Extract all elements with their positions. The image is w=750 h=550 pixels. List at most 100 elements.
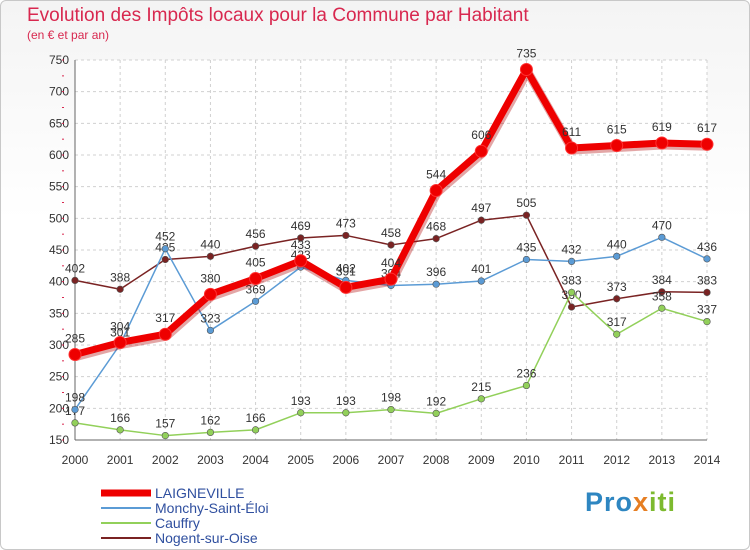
data-label: 468 bbox=[426, 220, 446, 234]
x-tick-label: 2009 bbox=[468, 453, 495, 467]
data-label: 301 bbox=[110, 325, 130, 339]
data-point bbox=[474, 144, 488, 158]
data-point bbox=[703, 288, 711, 297]
x-tick-label: 2002 bbox=[152, 453, 179, 467]
data-label: 505 bbox=[516, 196, 536, 210]
chart-title: Evolution des Impôts locaux pour la Comm… bbox=[27, 5, 529, 26]
y-tick-label: 400 bbox=[49, 275, 69, 289]
y-tick-label: 750 bbox=[49, 53, 69, 67]
y-tick-label: 450 bbox=[49, 243, 69, 257]
y-tick-label: 200 bbox=[49, 401, 69, 415]
data-point bbox=[342, 409, 350, 417]
legend-label: Cauffry bbox=[155, 515, 200, 531]
data-point bbox=[703, 255, 711, 263]
x-tick-label: 2014 bbox=[694, 453, 721, 467]
data-label: 193 bbox=[291, 394, 311, 408]
data-label: 383 bbox=[697, 273, 717, 287]
data-point bbox=[251, 426, 260, 434]
data-point bbox=[116, 285, 124, 293]
data-point bbox=[658, 233, 666, 241]
y-tick-label: 350 bbox=[49, 306, 69, 320]
data-point bbox=[158, 327, 172, 341]
data-label: 469 bbox=[291, 219, 311, 233]
data-label: 458 bbox=[381, 226, 401, 240]
data-point bbox=[522, 211, 531, 219]
data-point bbox=[384, 272, 398, 286]
data-point bbox=[116, 426, 124, 434]
data-label: 433 bbox=[291, 238, 311, 252]
logo-part-2: x bbox=[633, 487, 650, 517]
data-point bbox=[610, 139, 624, 152]
data-point bbox=[342, 231, 350, 240]
data-label: 470 bbox=[652, 218, 672, 232]
data-point bbox=[432, 235, 440, 243]
data-label: 215 bbox=[471, 380, 491, 394]
data-point bbox=[68, 348, 82, 361]
data-point bbox=[522, 255, 531, 264]
data-label: 452 bbox=[155, 230, 175, 244]
data-label: 619 bbox=[652, 120, 672, 134]
data-point bbox=[655, 136, 669, 150]
data-label: 456 bbox=[246, 227, 266, 241]
data-label: 405 bbox=[246, 256, 266, 270]
y-tick-label: 250 bbox=[49, 370, 69, 384]
data-label: 162 bbox=[200, 413, 220, 427]
y-tick-label: 150 bbox=[49, 433, 69, 447]
data-point bbox=[613, 330, 621, 338]
y-tick-label: 650 bbox=[49, 116, 69, 130]
data-label: 432 bbox=[562, 242, 582, 256]
data-label: 198 bbox=[65, 391, 85, 405]
data-label: 304 bbox=[110, 319, 130, 333]
data-label: 615 bbox=[607, 123, 627, 137]
data-label: 440 bbox=[200, 237, 220, 251]
legend-label: LAIGNEVILLE bbox=[155, 485, 245, 501]
data-point bbox=[113, 335, 127, 349]
data-label: 617 bbox=[697, 121, 717, 135]
legend-label: Nogent-sur-Oise bbox=[155, 530, 258, 546]
legend-label: Monchy-Saint-Éloi bbox=[155, 500, 269, 516]
data-label: 337 bbox=[697, 303, 717, 317]
data-label: 440 bbox=[607, 237, 627, 251]
data-point bbox=[251, 297, 260, 305]
x-tick-label: 2013 bbox=[649, 453, 676, 467]
data-point bbox=[297, 234, 305, 242]
data-point bbox=[658, 288, 666, 296]
y-tick-label: 550 bbox=[49, 180, 69, 194]
data-point bbox=[519, 63, 533, 76]
data-label: 384 bbox=[652, 273, 672, 287]
x-tick-label: 2001 bbox=[107, 453, 134, 467]
plot-area bbox=[75, 60, 707, 440]
y-tick-label: 300 bbox=[49, 338, 69, 352]
data-label: 735 bbox=[516, 47, 536, 61]
logo-part-3: iti bbox=[649, 487, 677, 517]
data-point bbox=[251, 242, 260, 250]
data-point bbox=[567, 303, 576, 311]
data-label: 606 bbox=[471, 128, 491, 142]
data-label: 404 bbox=[381, 256, 401, 270]
data-point bbox=[206, 428, 215, 437]
data-label: 373 bbox=[607, 280, 627, 294]
data-point bbox=[522, 381, 531, 390]
data-point bbox=[161, 431, 169, 440]
x-tick-label: 2007 bbox=[378, 453, 405, 467]
data-label: 358 bbox=[652, 289, 672, 303]
data-point bbox=[161, 245, 169, 253]
data-label: 323 bbox=[200, 311, 220, 325]
data-label: 473 bbox=[336, 216, 356, 230]
data-point bbox=[567, 288, 576, 297]
x-tick-label: 2005 bbox=[287, 453, 314, 467]
data-label: 396 bbox=[426, 265, 446, 279]
data-point bbox=[429, 183, 443, 197]
data-label: 285 bbox=[65, 332, 85, 346]
data-point bbox=[477, 277, 485, 285]
x-tick-label: 2003 bbox=[197, 453, 224, 467]
data-point bbox=[161, 255, 169, 264]
data-label: 192 bbox=[426, 394, 446, 408]
data-point bbox=[297, 409, 305, 417]
data-point bbox=[206, 252, 215, 260]
x-tick-label: 2000 bbox=[62, 453, 89, 467]
data-point bbox=[249, 272, 263, 285]
data-point bbox=[71, 276, 79, 285]
x-tick-label: 2004 bbox=[242, 453, 269, 467]
